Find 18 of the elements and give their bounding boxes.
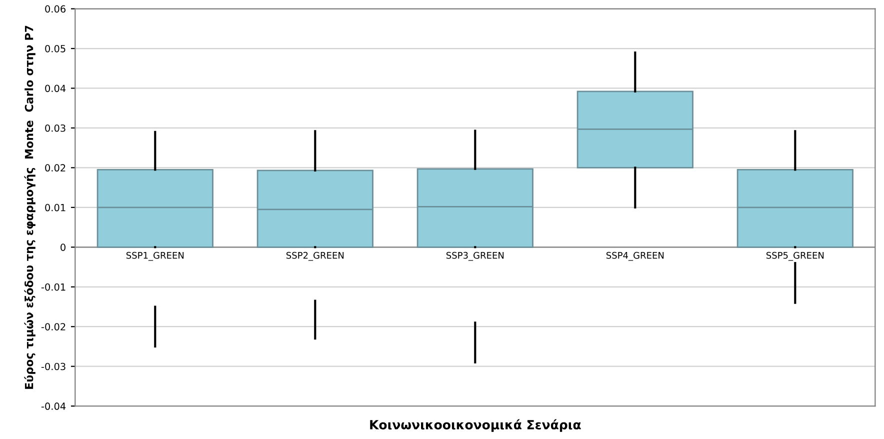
y-tick-label: 0.03 <box>45 124 66 132</box>
y-tick-label: -0.02 <box>41 323 66 330</box>
y-tick-label: 0.05 <box>45 44 66 52</box>
x-tick-label: SSP4_GREEN <box>606 252 664 261</box>
x-tick-label: SSP1_GREEN <box>126 252 184 261</box>
x-tick-label: SSP5_GREEN <box>766 252 824 261</box>
x-tick-label: SSP3_GREEN <box>446 252 504 261</box>
y-tick-label: -0.04 <box>41 402 66 410</box>
y-tick-label: 0.04 <box>45 84 66 92</box>
y-axis-title: Εύρος τιμών εξόδου της εφαρμογής Monte Carlo στην P7 <box>24 26 36 389</box>
y-tick-label: -0.01 <box>41 283 66 291</box>
y-tick-label: 0 <box>60 244 66 251</box>
y-tick-label: 0.02 <box>45 164 66 172</box>
x-tick-label: SSP2_GREEN <box>286 252 344 261</box>
y-tick-label: 0.06 <box>45 5 66 13</box>
y-tick-label: -0.03 <box>41 362 66 370</box>
y-tick-label: 0.01 <box>45 204 66 212</box>
x-axis-title: Κοινωνικοοικονομικά Σενάρια <box>370 419 581 432</box>
